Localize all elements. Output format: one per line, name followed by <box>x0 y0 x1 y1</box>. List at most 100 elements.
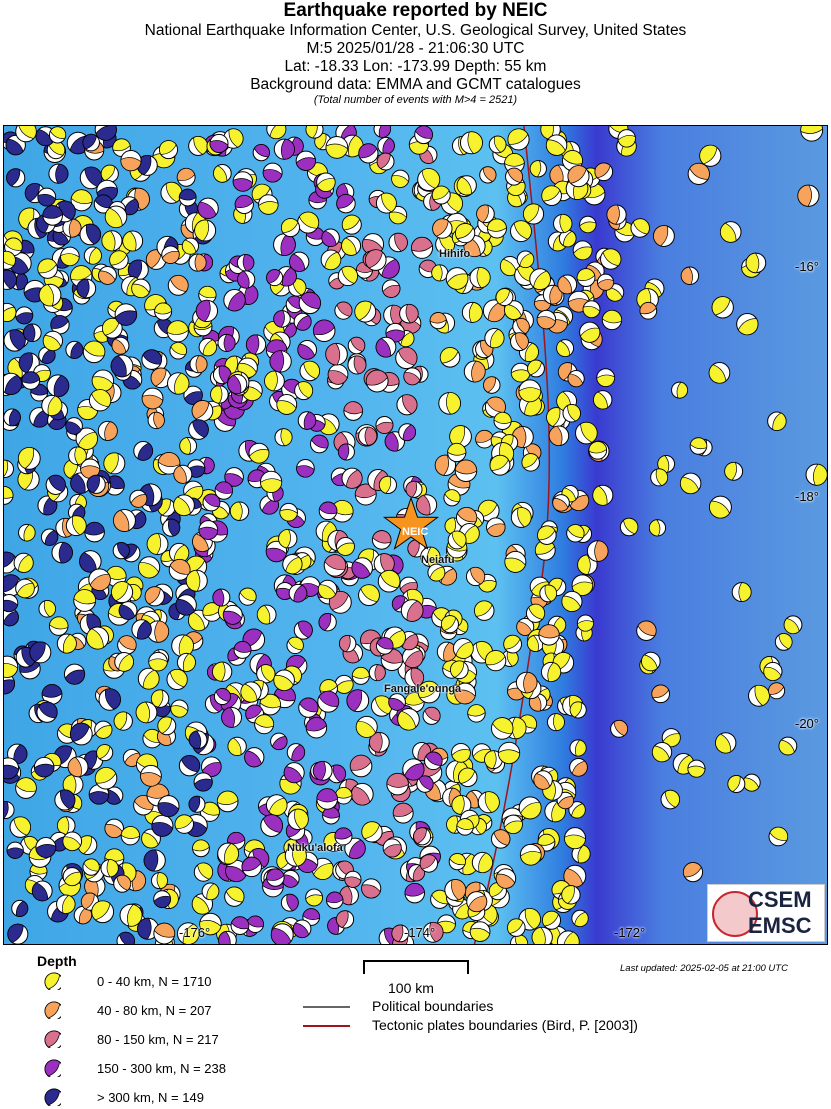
beachball-icon <box>294 381 314 401</box>
beachball-icon <box>15 126 37 143</box>
beachball-icon <box>488 135 507 154</box>
beachball-icon <box>73 589 97 612</box>
beachball-icon <box>537 525 557 545</box>
globe-icon <box>712 891 758 937</box>
beachball-icon <box>56 816 76 835</box>
beachball-icon <box>213 687 231 706</box>
beachball-icon <box>525 603 546 623</box>
beachball-icon <box>237 270 256 289</box>
beachball-icon <box>176 922 200 944</box>
beachball-icon <box>334 674 354 694</box>
beachball-icon <box>100 859 119 878</box>
beachball-icon <box>671 381 689 399</box>
beachball-icon <box>440 615 459 634</box>
beachball-icon <box>276 394 298 415</box>
beachball-icon <box>104 205 128 229</box>
beachball-icon <box>113 509 136 532</box>
beachball-icon <box>563 864 587 888</box>
beachball-icon <box>402 758 425 781</box>
beachball-icon <box>455 506 478 529</box>
beachball-icon <box>56 894 76 914</box>
beachball-icon <box>344 837 366 860</box>
beachball-icon <box>553 213 573 234</box>
beachball-icon <box>305 888 323 907</box>
beachball-icon <box>110 354 134 378</box>
beachball-icon <box>417 168 441 192</box>
beachball-icon <box>456 818 474 836</box>
beachball-icon <box>451 794 472 815</box>
beachball-icon <box>493 411 512 431</box>
beachball-icon <box>316 788 338 810</box>
beachball-icon <box>434 454 457 476</box>
beachball-icon <box>487 218 507 239</box>
beachball-icon <box>503 814 523 835</box>
beachball-icon <box>376 152 395 171</box>
beachball-icon <box>484 396 506 418</box>
beachball-icon <box>454 459 478 482</box>
beachball-icon <box>594 162 614 182</box>
beachball-icon <box>217 842 240 865</box>
beachball-icon <box>65 417 83 435</box>
beachball-icon <box>504 153 525 174</box>
beachball-icon <box>142 728 162 749</box>
beachball-icon <box>455 222 476 244</box>
beachball-icon <box>4 329 26 352</box>
beachball-icon <box>510 507 532 528</box>
beachball-icon <box>193 862 214 882</box>
lon-tick: -176° <box>179 925 211 940</box>
beachball-icon <box>266 868 285 887</box>
beachball-icon <box>715 732 737 754</box>
beachball-icon <box>805 463 827 486</box>
beachball-icon <box>83 246 102 265</box>
beachball-icon <box>4 551 18 574</box>
beachball-icon <box>4 372 23 395</box>
beachball-icon <box>467 704 486 723</box>
beachball-icon <box>227 736 247 757</box>
beachball-icon <box>148 651 168 672</box>
beachball-icon <box>73 905 93 925</box>
beachball-icon <box>689 437 708 455</box>
beachball-icon <box>229 501 250 521</box>
beachball-icon <box>431 264 449 282</box>
beachball-icon <box>767 411 787 431</box>
beachball-icon <box>381 279 401 298</box>
beachball-icon <box>438 391 461 415</box>
beachball-icon <box>265 794 288 816</box>
beachball-icon <box>173 494 195 517</box>
beachball-icon <box>151 814 174 837</box>
beachball-icon <box>199 912 222 936</box>
beachball-icon <box>62 831 83 852</box>
beachball-icon <box>505 167 524 186</box>
beachball-icon <box>13 552 34 573</box>
beachball-icon <box>396 394 418 416</box>
beachball-icon <box>122 230 144 252</box>
beachball-icon <box>364 249 387 271</box>
beachball-icon <box>86 626 110 650</box>
beachball-icon <box>4 672 16 695</box>
beachball-icon <box>349 754 373 778</box>
beachball-icon <box>111 336 130 355</box>
beachball-icon <box>252 143 270 162</box>
beachball-icon <box>278 529 298 549</box>
beachball-icon <box>259 470 283 493</box>
beachball-icon <box>593 390 613 410</box>
beachball-icon <box>82 340 106 364</box>
beachball-icon <box>719 221 742 243</box>
beachball-icon <box>245 334 267 355</box>
seismicity-map[interactable]: Hihifo Neiafu Fangale'ounga Nuku'alofa N… <box>3 125 828 945</box>
beachball-icon <box>800 126 824 142</box>
beachball-icon <box>170 699 189 718</box>
beachball-icon <box>195 299 219 323</box>
beachball-icon <box>266 126 287 140</box>
beachball-icon <box>273 138 295 160</box>
beachball-icon <box>568 489 590 512</box>
beachball-icon <box>527 359 545 378</box>
beachball-icon <box>617 129 636 148</box>
legend-item-label: 40 - 80 km, N = 207 <box>97 1003 212 1018</box>
beachball-icon <box>153 890 172 909</box>
beachball-icon <box>37 187 57 207</box>
beachball-icon <box>279 502 298 522</box>
beachball-icon <box>273 669 295 692</box>
beachball-icon <box>280 218 301 238</box>
beachball-icon <box>44 972 61 990</box>
